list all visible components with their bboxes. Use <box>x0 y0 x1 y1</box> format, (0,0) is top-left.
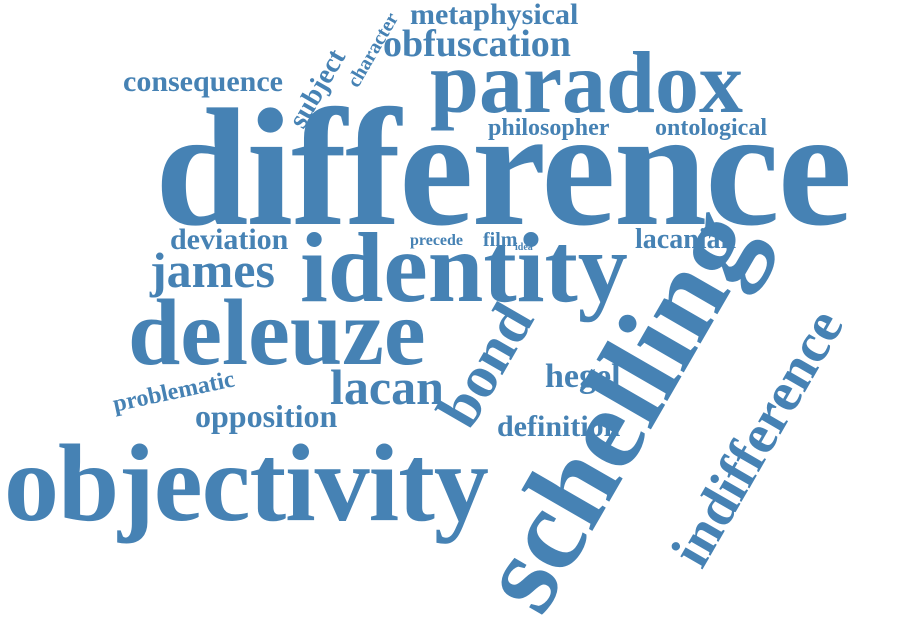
word-metaphysical: metaphysical <box>410 0 579 31</box>
word-deviation: deviation <box>170 223 289 256</box>
word-opposition: opposition <box>195 398 338 434</box>
word-definition: definition <box>497 410 621 443</box>
word-obfuscation: obfuscation <box>383 23 571 65</box>
word-identity: identity <box>300 212 628 323</box>
word-lacan: lacan <box>330 359 444 415</box>
word-hegel: hegel <box>545 358 621 395</box>
word-consequence: consequence <box>123 65 283 98</box>
word-ontological: ontological <box>655 115 767 141</box>
word-lacanian: lacanian <box>635 224 737 255</box>
word-difference: difference <box>155 75 852 261</box>
word-james: james <box>150 242 275 298</box>
word-idea: idea <box>515 242 533 253</box>
word-philosopher: philosopher <box>488 115 610 141</box>
word-film: film <box>483 229 518 251</box>
word-deleuze: deleuze <box>128 281 426 385</box>
word-precede: precede <box>410 232 464 249</box>
word-objectivity: objectivity <box>4 422 489 544</box>
word-paradox: paradox <box>430 35 743 132</box>
